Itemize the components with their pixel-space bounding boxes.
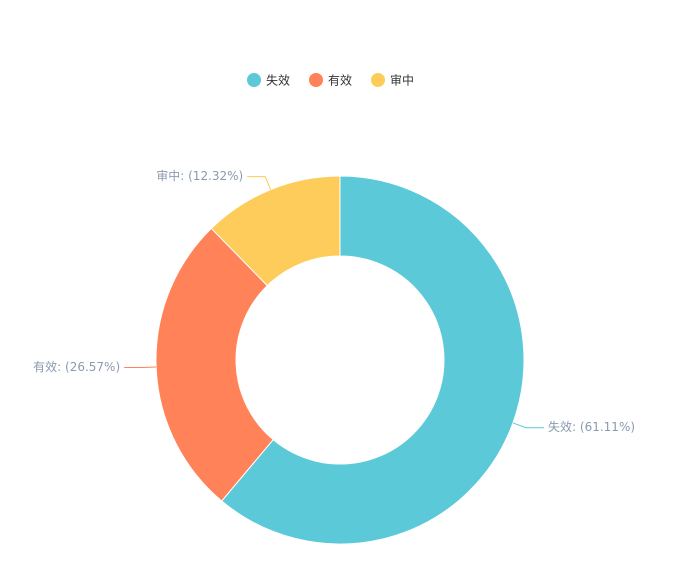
donut-slice bbox=[155, 227, 274, 502]
label-line bbox=[512, 422, 545, 429]
label-line bbox=[124, 366, 157, 369]
legend-marker bbox=[371, 73, 385, 87]
data-label: 有效: (26.57%) bbox=[33, 359, 120, 374]
data-label: 审中: (12.32%) bbox=[156, 168, 243, 183]
donut-slice bbox=[210, 175, 341, 287]
donut-slice bbox=[221, 175, 525, 545]
legend-label: 审中 bbox=[390, 73, 414, 88]
legend-marker bbox=[247, 73, 261, 87]
data-label: 失效: (61.11%) bbox=[548, 419, 635, 434]
legend-label: 有效 bbox=[328, 73, 352, 88]
legend-marker bbox=[309, 73, 323, 87]
label-line bbox=[247, 176, 272, 190]
legend-label: 失效 bbox=[266, 73, 290, 88]
